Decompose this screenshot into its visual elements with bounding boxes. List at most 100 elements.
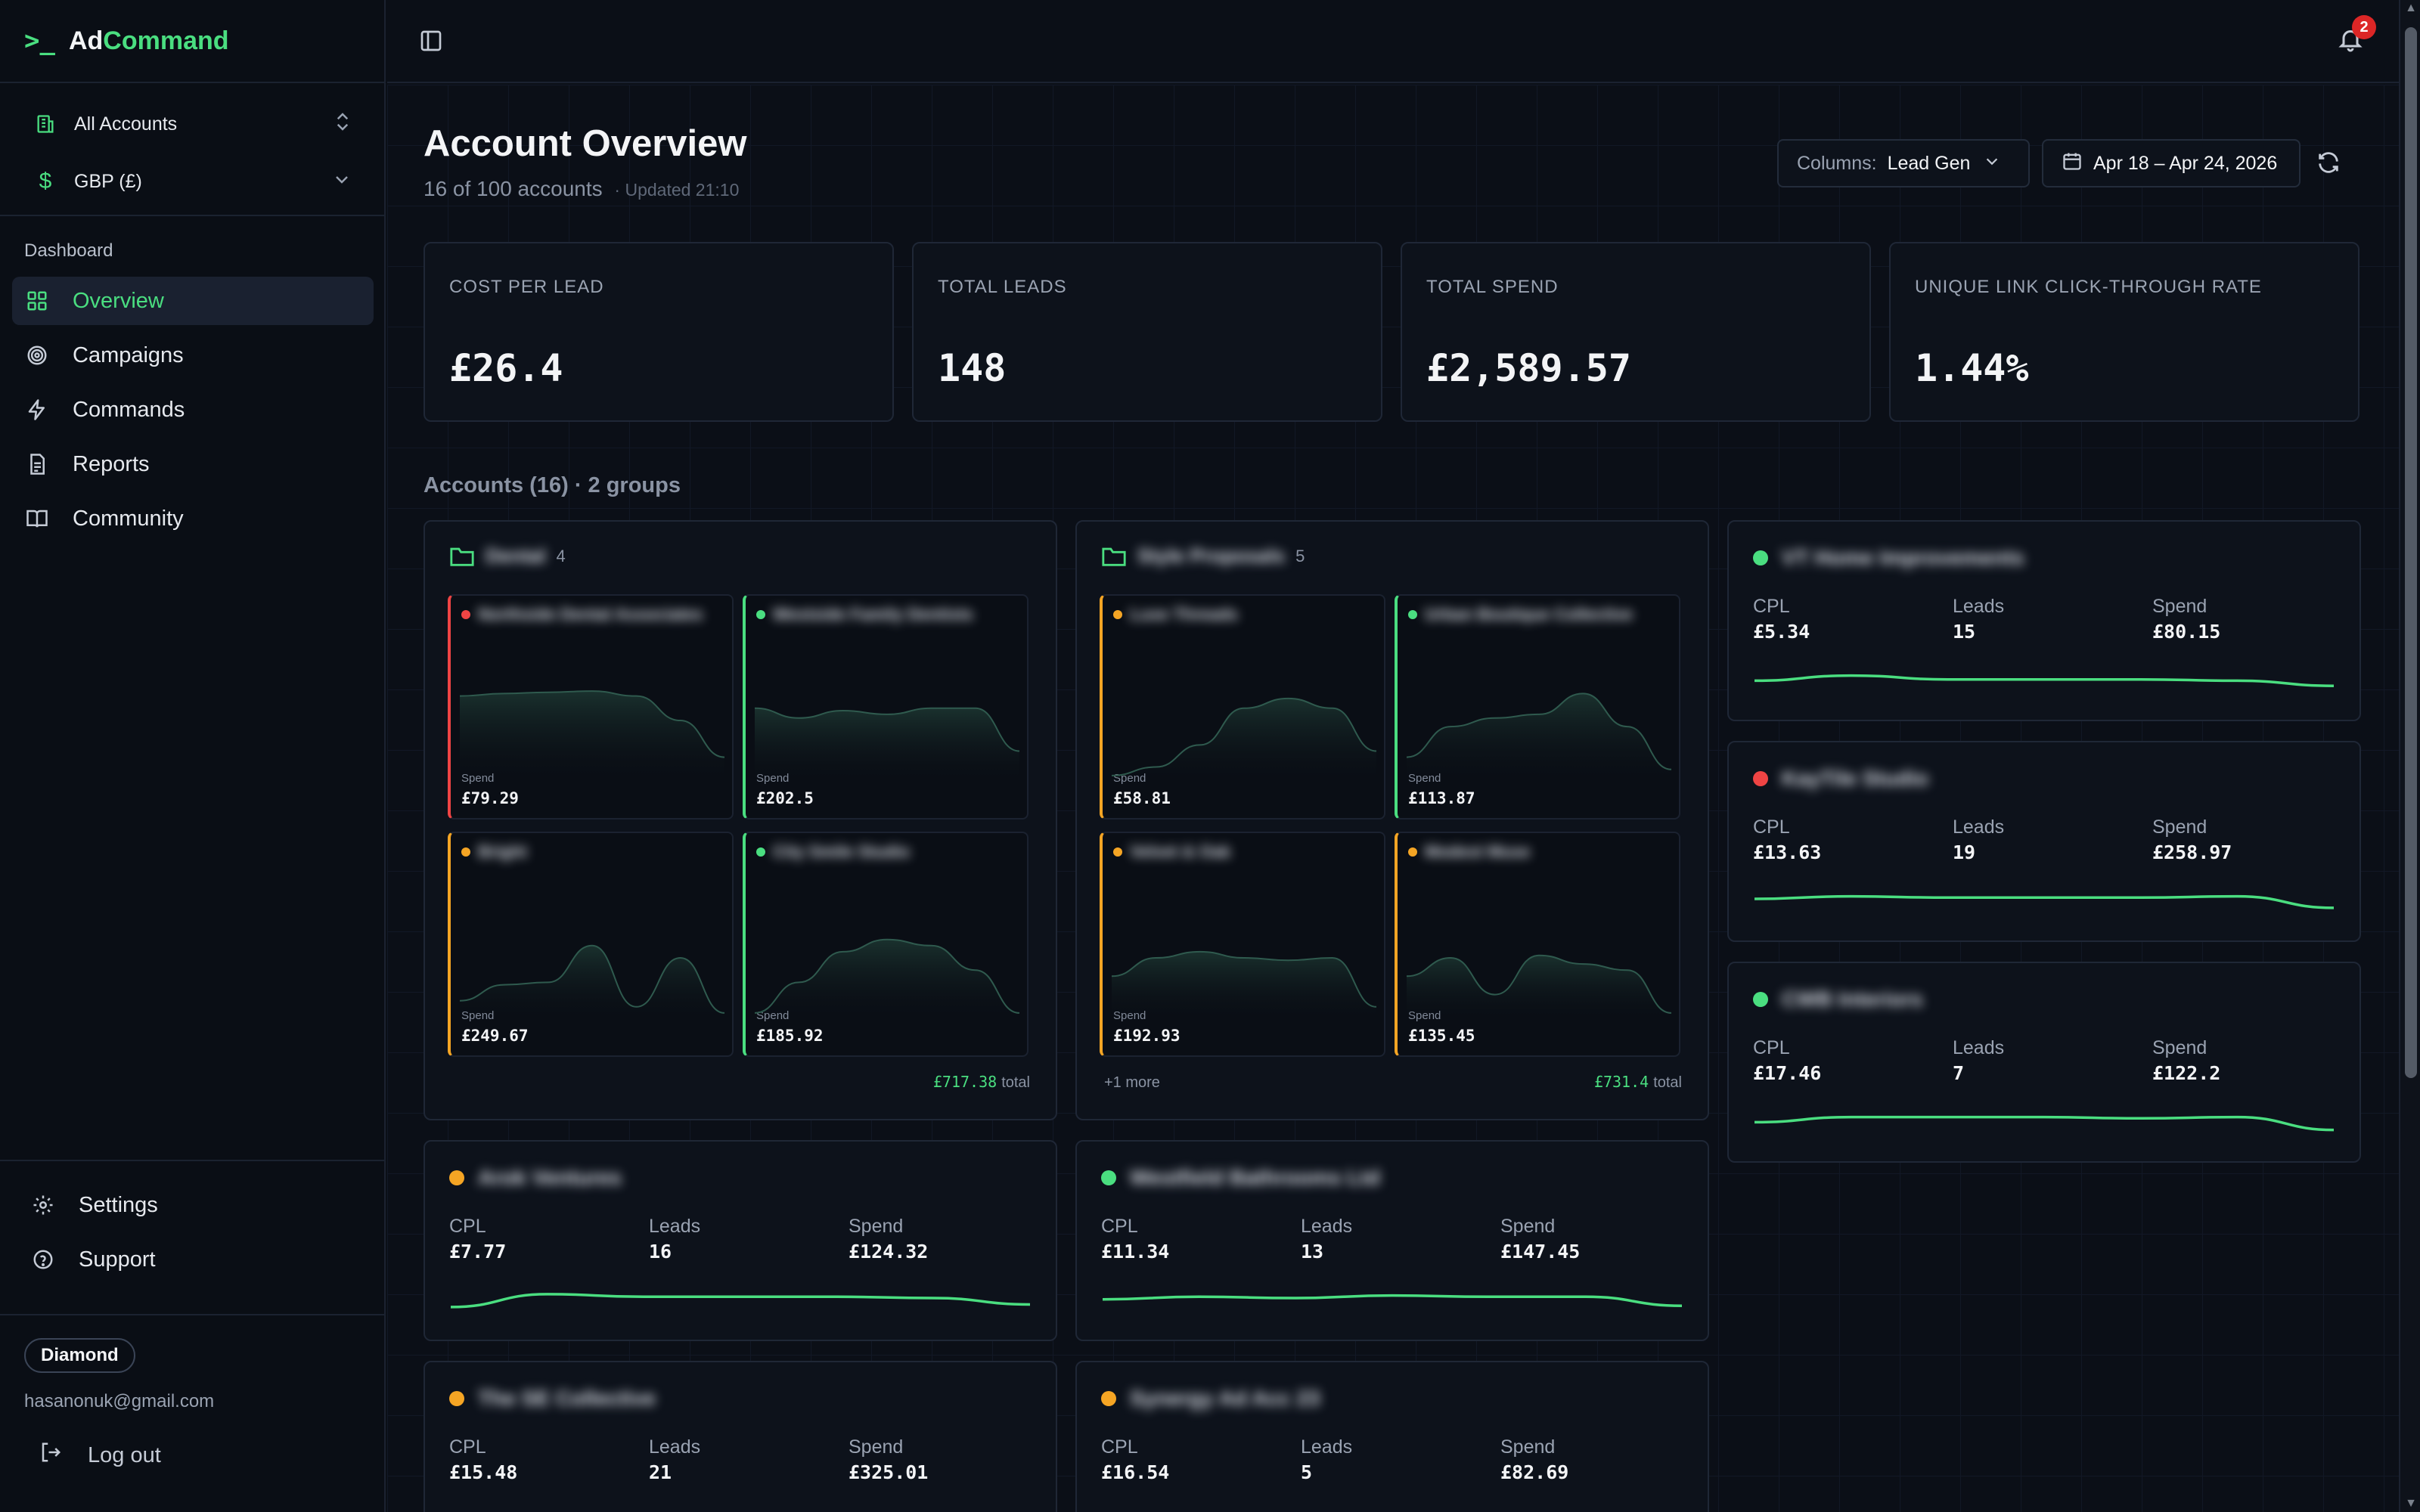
divider	[0, 1314, 386, 1315]
group-account-card[interactable]: Modest Muse Spend £135.45	[1395, 832, 1680, 1057]
metric-value: £7.77	[449, 1241, 507, 1263]
status-dot	[756, 847, 765, 857]
metric-value: 7	[1953, 1062, 1965, 1084]
gear-icon	[30, 1192, 56, 1218]
logout-button[interactable]: Log out	[39, 1441, 161, 1470]
metric-value: £122.2	[2152, 1062, 2221, 1084]
spend-value: £249.67	[461, 1027, 529, 1045]
group-name: Style Proposals	[1137, 544, 1286, 567]
accounts-section-header: Accounts (16) · 2 groups	[424, 473, 681, 497]
scroll-up-icon[interactable]: ▲	[2405, 2, 2417, 14]
spend-value: £202.5	[756, 789, 814, 807]
status-dot	[1101, 1170, 1116, 1185]
metric-leads: Leads 5	[1301, 1436, 1352, 1483]
group-total-value: £717.38	[932, 1073, 997, 1091]
account-card[interactable]: CWB Interiors CPL £17.46 Leads 7 Spend £…	[1727, 962, 2361, 1163]
date-range-value: Apr 18 – Apr 24, 2026	[2093, 152, 2278, 174]
account-card[interactable]: Arok Ventures CPL £7.77 Leads 16 Spend £…	[424, 1140, 1057, 1341]
nav-item-support[interactable]: Support	[18, 1235, 380, 1284]
nav-item-overview[interactable]: Overview	[12, 277, 374, 325]
topbar: 2	[387, 0, 2399, 83]
scrollbar-thumb[interactable]	[2405, 27, 2417, 1078]
status-dot	[1113, 610, 1122, 619]
status-dot	[461, 610, 470, 619]
sparkline-area	[1112, 951, 1376, 1022]
metric-label: Leads	[1953, 816, 2005, 838]
account-header: City Smile Studio	[756, 842, 910, 862]
accounts-count: 16 of 100 accounts	[424, 177, 603, 200]
account-card[interactable]: Synergy Ad Acc 23 CPL £16.54 Leads 5 Spe…	[1075, 1361, 1709, 1512]
metric-cpl: CPL £15.48	[449, 1436, 517, 1483]
group-account-card[interactable]: Luxe Threads Spend £58.81	[1100, 594, 1385, 820]
columns-dropdown[interactable]: Columns: Lead Gen	[1777, 139, 2030, 187]
main-content: Account Overview 16 of 100 accounts · Up…	[387, 85, 2399, 1512]
kpi-label: UNIQUE LINK CLICK-THROUGH RATE	[1915, 277, 2262, 297]
sparkline-line	[459, 690, 725, 758]
nav-item-settings[interactable]: Settings	[18, 1181, 380, 1229]
group-name: Dental	[486, 544, 546, 567]
date-range-picker[interactable]: Apr 18 – Apr 24, 2026	[2042, 139, 2301, 187]
metric-value: 19	[1953, 841, 1976, 863]
sparkline-line	[1754, 1115, 2335, 1132]
page-subtitle: 16 of 100 accounts · Updated 21:10	[424, 177, 739, 201]
account-header: KayTile Studio	[1753, 767, 1928, 791]
account-header: VT Home Improvements	[1753, 546, 2024, 570]
group-total-label: total	[1653, 1074, 1682, 1091]
group-account-card[interactable]: City Smile Studio Spend £185.92	[743, 832, 1028, 1057]
metric-label: Spend	[2152, 816, 2207, 838]
scroll-down-icon[interactable]: ▼	[2405, 1497, 2417, 1510]
account-header: The SE Collective	[449, 1387, 656, 1411]
folder-icon	[1101, 545, 1127, 568]
spend-value: £185.92	[756, 1027, 824, 1045]
grid-icon	[24, 288, 50, 314]
account-name: VT Home Improvements	[1782, 546, 2024, 569]
status-dot	[1113, 847, 1122, 857]
nav-item-campaigns[interactable]: Campaigns	[12, 331, 374, 380]
account-name: Modest Muse	[1425, 842, 1531, 861]
metric-leads: Leads 21	[649, 1436, 700, 1483]
brand-logo[interactable]: >_ AdCommand	[0, 0, 384, 83]
nav-item-reports[interactable]: Reports	[12, 440, 374, 488]
account-card[interactable]: VT Home Improvements CPL £5.34 Leads 15 …	[1727, 520, 2361, 721]
metric-label: CPL	[449, 1436, 486, 1458]
spend-value: £135.45	[1408, 1027, 1475, 1045]
metric-value: £80.15	[2152, 621, 2221, 643]
metric-value: £13.63	[1753, 841, 1822, 863]
account-group-card[interactable]: Dental 4 Northside Dental Associates Spe…	[424, 520, 1057, 1120]
sparkline	[1754, 1115, 2335, 1132]
kpi-label: COST PER LEAD	[449, 277, 604, 297]
sidebar-toggle-icon[interactable]	[419, 29, 443, 53]
group-account-card[interactable]: Northside Dental Associates Spend £79.29	[448, 594, 734, 820]
metric-value: £147.45	[1500, 1241, 1581, 1263]
metric-label: CPL	[449, 1216, 486, 1237]
status-dot	[449, 1170, 464, 1185]
sparkline-area	[1407, 693, 1671, 785]
spend-value: £79.29	[461, 789, 519, 807]
book-icon	[24, 506, 50, 531]
account-header: Modest Muse	[1408, 842, 1530, 862]
group-account-card[interactable]: Velvet & Oak Spend £192.93	[1100, 832, 1385, 1057]
currency-selector[interactable]: $ GBP (£)	[0, 153, 386, 210]
group-account-card[interactable]: Urban Boutique Collective Spend £113.87	[1395, 594, 1680, 820]
group-account-card[interactable]: Westside Family Dentists Spend £202.5	[743, 594, 1028, 820]
account-name: KayTile Studio	[1782, 767, 1928, 790]
kpi-value: 1.44%	[1915, 346, 2029, 390]
metric-value: £17.46	[1753, 1062, 1822, 1084]
nav-item-commands[interactable]: Commands	[12, 386, 374, 434]
account-card[interactable]: KayTile Studio CPL £13.63 Leads 19 Spend…	[1727, 741, 2361, 942]
nav-item-community[interactable]: Community	[12, 494, 374, 543]
account-card[interactable]: Westfield Bathrooms Ltd CPL £11.34 Leads…	[1075, 1140, 1709, 1341]
group-account-card[interactable]: Bright Spend £249.67	[448, 832, 734, 1057]
sparkline	[459, 944, 725, 1022]
account-card[interactable]: The SE Collective CPL £15.48 Leads 21 Sp…	[424, 1361, 1057, 1512]
account-group-card[interactable]: Style Proposals 5 Luxe Threads Spend £58…	[1075, 520, 1709, 1120]
scrollbar[interactable]: ▲ ▼	[2399, 0, 2420, 1512]
refresh-icon[interactable]	[2316, 150, 2343, 177]
metric-value: £5.34	[1753, 621, 1810, 643]
group-more-link[interactable]: +1 more	[1104, 1074, 1160, 1091]
metric-value: 16	[649, 1241, 672, 1263]
account-selector[interactable]: All Accounts	[0, 95, 386, 153]
bolt-icon	[24, 397, 50, 423]
metric-cpl: CPL £16.54	[1101, 1436, 1169, 1483]
status-dot	[1753, 992, 1768, 1007]
